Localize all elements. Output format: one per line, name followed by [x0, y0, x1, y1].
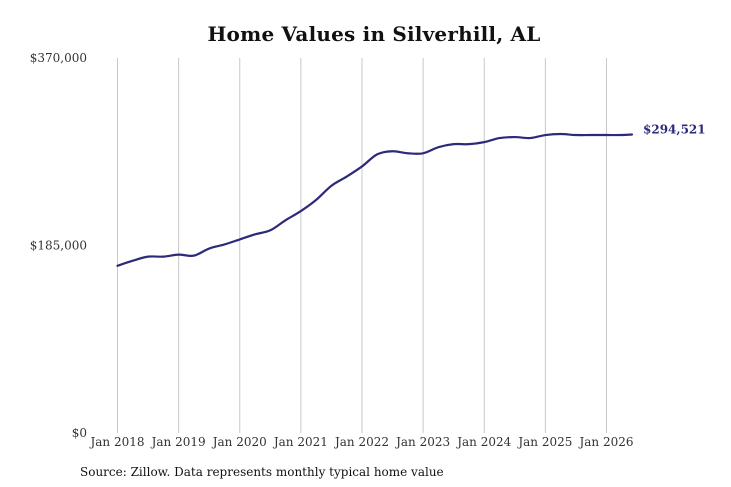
x-tick-label: Jan 2023 [394, 435, 450, 449]
source-note: Source: Zillow. Data represents monthly … [80, 465, 444, 479]
gridlines [117, 58, 607, 433]
y-tick-label: $0 [72, 426, 87, 440]
x-tick-label: Jan 2026 [577, 435, 633, 449]
y-tick-label: $370,000 [30, 51, 87, 65]
end-value-label: $294,521 [643, 122, 706, 136]
y-axis-labels: $0 $185,000 $370,000 [30, 51, 87, 440]
x-axis-labels: Jan 2018 Jan 2019 Jan 2020 Jan 2021 Jan 2022… [88, 435, 633, 449]
x-tick-label: Jan 2024 [455, 435, 511, 449]
x-tick-label: Jan 2020 [211, 435, 267, 449]
series-line [116, 132, 634, 267]
end-value-label-group: $294,521 [643, 122, 706, 136]
y-tick-label: $185,000 [30, 239, 87, 253]
chart-title: Home Values in Silverhill, AL [207, 22, 541, 46]
x-tick-label: Jan 2025 [516, 435, 572, 449]
x-tick-label: Jan 2019 [150, 435, 206, 449]
x-tick-label: Jan 2021 [272, 435, 328, 449]
x-tick-label: Jan 2018 [88, 435, 144, 449]
series-line-group [116, 132, 634, 267]
x-tick-label: Jan 2022 [333, 435, 389, 449]
